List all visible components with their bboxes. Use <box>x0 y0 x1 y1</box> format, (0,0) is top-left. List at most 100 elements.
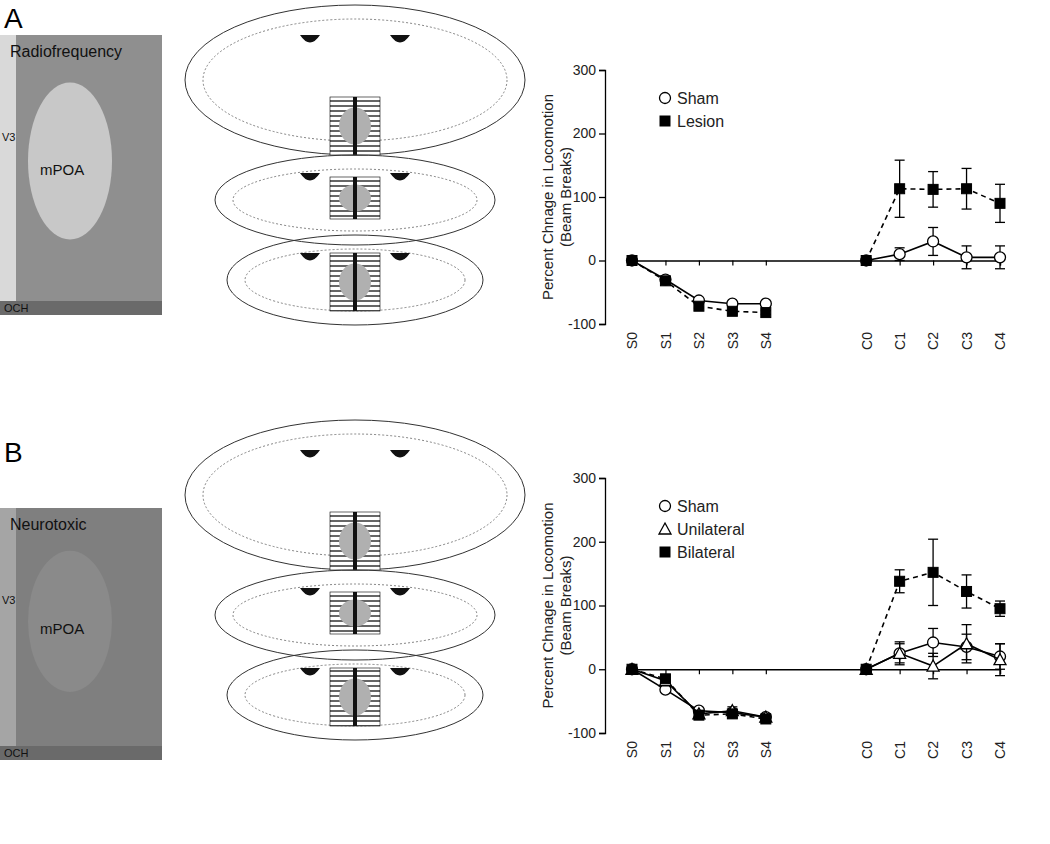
data-point <box>928 637 939 648</box>
ventricle <box>0 35 16 315</box>
y-axis-title: Percent Chnage in Locomotion(Beam Breaks… <box>539 503 574 709</box>
photo-label: mPOA <box>40 161 84 178</box>
mpoa-region <box>330 97 380 155</box>
section-inner <box>233 169 477 231</box>
panel-label: B <box>4 437 23 468</box>
y-axis: -1000100200300 <box>568 470 606 741</box>
section-outline <box>185 420 525 570</box>
y-tick-mark <box>599 733 605 734</box>
x-tick: C4 <box>992 669 1008 759</box>
x-tick: C3 <box>959 261 975 350</box>
section-outline <box>227 650 483 740</box>
series-2 <box>627 539 1005 724</box>
x-tick: C2 <box>925 261 941 350</box>
x-tick-mark <box>732 669 733 674</box>
y-tick-label: 100 <box>573 597 597 613</box>
x-tick-label: S0 <box>624 741 640 758</box>
error-bar <box>928 172 938 208</box>
legend-symbol <box>660 501 671 512</box>
error-bar <box>928 539 938 605</box>
y-tick-mark <box>599 669 605 670</box>
x-tick: S3 <box>725 261 741 350</box>
x-tick: S2 <box>691 261 707 350</box>
data-point <box>995 198 1005 208</box>
data-point <box>861 255 872 266</box>
error-cap <box>962 208 972 209</box>
optic-chiasm <box>0 301 162 315</box>
section-inner <box>245 664 465 726</box>
y-axis-title-line: Percent Chnage in Locomotion <box>539 94 556 300</box>
data-point <box>962 184 972 194</box>
photo-title: Neurotoxic <box>10 516 86 533</box>
legend-label: Bilateral <box>677 544 735 561</box>
legend: Sham Unilateral Bilateral <box>659 498 745 561</box>
error-cap <box>995 643 1005 644</box>
legend-label: Unilateral <box>677 521 745 538</box>
y-tick-mark <box>599 478 605 479</box>
third-ventricle <box>353 668 357 726</box>
x-tick-label: C4 <box>992 741 1008 759</box>
error-bar <box>962 575 972 608</box>
data-point <box>861 664 871 674</box>
series-line <box>632 241 1000 303</box>
series-1 <box>626 625 1006 722</box>
y-tick-label: 300 <box>573 470 597 486</box>
legend-label: Sham <box>677 90 719 107</box>
plot-area <box>627 160 1006 317</box>
error-bar <box>895 160 905 217</box>
data-point <box>928 567 938 577</box>
error-cap <box>995 675 1005 676</box>
y-tick-mark <box>599 260 605 261</box>
data-point <box>895 184 905 194</box>
error-cap <box>962 662 972 663</box>
data-point <box>928 184 938 194</box>
data-point <box>626 663 638 674</box>
x-axis: S0S1S2S3S4C0C1C2C3C4 <box>624 669 1008 759</box>
data-point <box>627 255 638 266</box>
y-tick-mark <box>599 542 605 543</box>
x-tick-label: S2 <box>691 741 707 758</box>
mpoa-region <box>330 592 380 634</box>
x-tick: S1 <box>658 261 674 350</box>
error-cap <box>962 168 972 169</box>
data-point <box>727 709 737 719</box>
lesion-area <box>28 83 112 240</box>
error-cap <box>895 160 905 161</box>
third-ventricle <box>353 177 357 219</box>
y-axis-title-line: (Beam Breaks) <box>557 555 574 655</box>
data-point <box>861 256 871 266</box>
x-tick-mark <box>933 261 934 266</box>
data-point <box>627 256 637 266</box>
section-outline <box>227 235 483 325</box>
error-bar <box>995 246 1005 269</box>
y-axis-title: Percent Chnage in Locomotion(Beam Breaks… <box>539 94 574 300</box>
x-tick-mark <box>966 669 967 674</box>
photo-background <box>0 35 162 315</box>
error-bar <box>928 227 938 255</box>
data-point <box>861 664 872 675</box>
error-cap <box>995 184 1005 185</box>
y-axis: -1000100200300 <box>568 62 606 332</box>
third-ventricle <box>353 253 357 311</box>
data-point <box>995 604 1005 614</box>
x-axis-line <box>633 261 1001 266</box>
photo-background <box>0 508 162 760</box>
x-tick-label: S4 <box>758 741 774 758</box>
x-tick-label: S3 <box>725 332 741 349</box>
error-cap <box>928 605 938 606</box>
error-cap <box>928 539 938 540</box>
section-outline <box>215 570 495 660</box>
series-0 <box>627 227 1006 309</box>
error-cap <box>928 171 938 172</box>
series-0 <box>627 628 1006 722</box>
error-cap <box>895 217 905 218</box>
legend-label: Sham <box>677 498 719 515</box>
photo-label: V3 <box>2 594 15 606</box>
x-tick-label: C4 <box>992 332 1008 350</box>
y-tick-label: 200 <box>573 125 597 141</box>
y-tick-mark <box>599 605 605 606</box>
atlas-sections <box>185 420 525 740</box>
atlas-sections <box>185 5 525 325</box>
error-cap <box>928 678 938 679</box>
y-tick-label: 0 <box>588 252 596 268</box>
